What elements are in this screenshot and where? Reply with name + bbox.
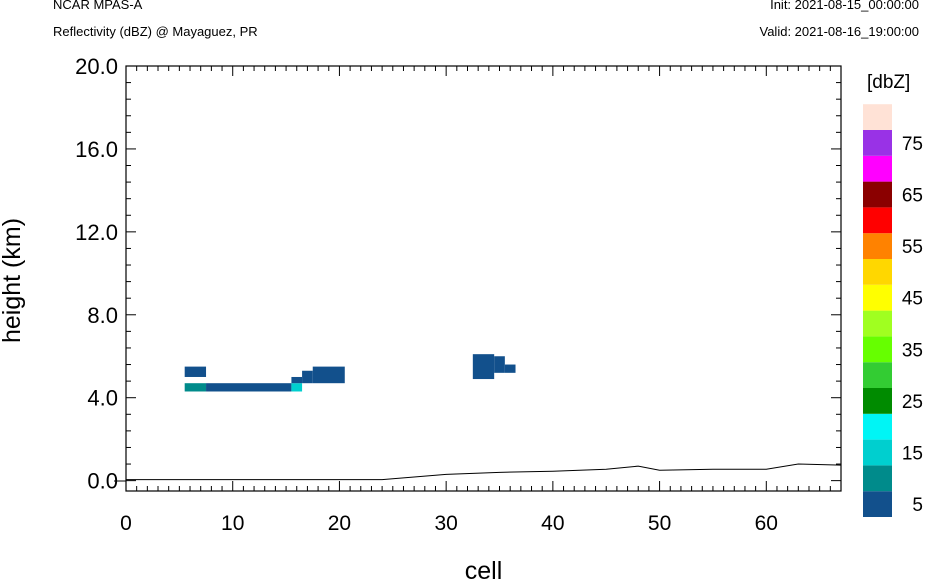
- x-tick-label: 10: [221, 512, 244, 535]
- y-axis-title: height (km): [0, 218, 26, 343]
- x-tick-label: 30: [434, 512, 457, 535]
- colorbar-segment: [863, 284, 892, 311]
- reflectivity-cell: [302, 370, 313, 384]
- reflectivity-cell: [494, 356, 505, 373]
- reflectivity-cell: [291, 383, 303, 392]
- model-title: NCAR MPAS-A: [53, 0, 143, 12]
- plot-frame: [125, 65, 842, 492]
- x-tick-label: 20: [328, 512, 351, 535]
- reflectivity-cell: [184, 383, 207, 392]
- colorbar-segment: [863, 439, 892, 466]
- colorbar-title: [dbZ]: [867, 72, 910, 93]
- colorbar-segment: [863, 104, 892, 130]
- reflectivity-cell: [312, 366, 345, 384]
- reflectivity-cell: [291, 376, 303, 384]
- x-tick-label: 50: [648, 512, 671, 535]
- reflectivity-cell: [206, 383, 292, 392]
- colorbar-segment: [863, 233, 892, 259]
- colorbar-label: 75: [902, 134, 923, 155]
- colorbar-label: 35: [902, 340, 923, 361]
- terrain-line: [126, 463, 842, 481]
- reflectivity-cell: [504, 364, 516, 373]
- colorbar-label: 65: [902, 186, 923, 207]
- colorbar-segment: [863, 130, 892, 156]
- y-tick-label: 20.0: [75, 54, 118, 79]
- colorbar-label: 5: [912, 495, 923, 516]
- colorbar-segment: [863, 491, 892, 517]
- colorbar-label: 45: [902, 289, 923, 310]
- reflectivity-cell: [184, 366, 207, 377]
- colorbar-segment: [863, 336, 892, 363]
- y-tick-label: 8.0: [87, 303, 118, 328]
- colorbar-segment: [863, 310, 892, 337]
- x-tick-label: 40: [541, 512, 564, 535]
- x-tick-label: 0: [120, 512, 132, 535]
- x-axis-title: cell: [465, 557, 503, 580]
- colorbar-segment: [863, 465, 892, 492]
- y-tick-label: 4.0: [87, 386, 118, 411]
- colorbar-segment: [863, 259, 892, 285]
- colorbar-segment: [863, 155, 892, 182]
- y-tick-label: 16.0: [75, 137, 118, 162]
- colorbar-label: 55: [902, 237, 923, 258]
- reflectivity-cell: [472, 354, 495, 380]
- init-time: Init: 2021-08-15_00:00:00: [770, 0, 919, 12]
- colorbar-label: 25: [902, 392, 923, 413]
- y-tick-label: 0.0: [87, 469, 118, 494]
- colorbar-label: 15: [902, 444, 923, 465]
- colorbar-segment: [863, 207, 892, 234]
- y-tick-label: 12.0: [75, 220, 118, 245]
- colorbar-segment: [863, 362, 892, 388]
- field-title: Reflectivity (dBZ) @ Mayaguez, PR: [53, 24, 258, 39]
- colorbar-segment: [863, 181, 892, 208]
- colorbar-segment: [863, 388, 892, 414]
- colorbar-segment: [863, 413, 892, 440]
- x-tick-label: 60: [755, 512, 778, 535]
- valid-time: Valid: 2021-08-16_19:00:00: [759, 24, 920, 39]
